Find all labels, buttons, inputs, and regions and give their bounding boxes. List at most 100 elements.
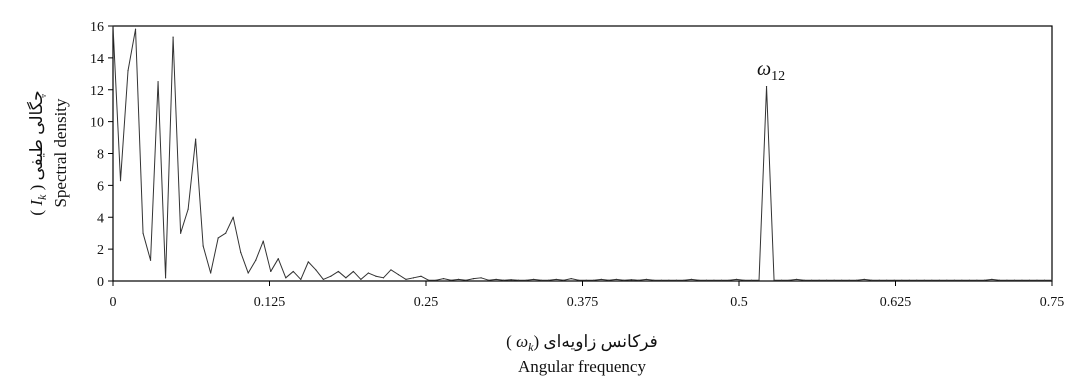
x-tick-label: 0.5	[730, 295, 748, 310]
data-point	[232, 216, 234, 218]
data-point	[187, 208, 189, 210]
data-point	[225, 232, 227, 234]
data-point	[961, 279, 963, 281]
data-point	[503, 279, 505, 281]
data-point	[157, 81, 159, 83]
x-tick-label: 0.25	[414, 295, 439, 310]
y-tick-label: 2	[97, 243, 104, 258]
y-tick-label: 6	[97, 179, 104, 194]
data-point	[172, 36, 174, 38]
data-point	[735, 278, 738, 281]
data-point	[540, 279, 542, 281]
data-point	[1028, 279, 1031, 281]
y-tick-label: 0	[97, 275, 104, 290]
y-axis-title-en: Spectral density	[51, 98, 70, 208]
data-point	[1006, 279, 1008, 281]
data-point	[818, 279, 820, 281]
data-point	[202, 245, 204, 247]
data-point	[397, 274, 400, 276]
data-point	[548, 279, 550, 281]
data-point	[360, 278, 362, 281]
y-axis-ticks: 0 2 4 6 8 10 12 14 16	[90, 20, 113, 290]
data-point	[998, 279, 1001, 281]
y-tick-label: 16	[90, 20, 104, 35]
data-point	[262, 240, 264, 242]
data-point	[901, 279, 903, 281]
data-point	[292, 270, 294, 273]
data-point	[1051, 279, 1053, 281]
y-tick-label: 8	[97, 148, 104, 163]
data-point	[878, 279, 880, 281]
x-tick-label: 0.625	[880, 295, 912, 310]
data-point	[285, 277, 287, 279]
data-point	[826, 279, 828, 281]
data-point	[480, 277, 482, 279]
data-point	[660, 279, 662, 281]
data-point	[780, 279, 783, 281]
data-point	[608, 279, 610, 281]
data-point	[518, 279, 520, 281]
data-point	[247, 272, 249, 274]
data-point	[457, 278, 460, 281]
x-axis-ticks: 0 0.125 0.25 0.375 0.5 0.625 0.75	[110, 281, 1064, 310]
data-point	[315, 269, 317, 271]
data-point	[863, 278, 865, 281]
data-point	[675, 279, 678, 281]
x-tick-label: 0	[110, 295, 117, 310]
data-point	[164, 277, 167, 279]
data-point	[593, 279, 595, 281]
x-axis-title-en: Angular frequency	[518, 357, 646, 376]
data-point	[1021, 279, 1023, 281]
data-point	[811, 279, 813, 281]
data-point	[968, 279, 970, 281]
data-point	[698, 279, 700, 281]
data-point	[630, 279, 632, 281]
data-point	[375, 275, 377, 277]
data-point	[983, 279, 985, 281]
data-point	[195, 138, 197, 140]
data-point	[600, 278, 602, 281]
data-point	[938, 279, 940, 281]
data-point	[720, 279, 723, 281]
peak-annotation: ω12	[757, 58, 785, 84]
data-point	[931, 279, 933, 281]
data-point	[435, 279, 437, 281]
data-point	[300, 278, 302, 281]
data-point	[841, 279, 843, 281]
data-point	[1043, 279, 1046, 281]
data-point	[330, 275, 332, 277]
y-axis-title-fa: ( Ik ) چگالی طیفی	[26, 90, 49, 215]
data-point	[488, 279, 490, 281]
y-axis-title: ( Ik ) چگالی طیفی Spectral density	[26, 90, 70, 215]
data-point	[149, 259, 152, 261]
data-point	[856, 279, 858, 281]
data-point	[578, 279, 580, 281]
data-point	[690, 278, 693, 281]
data-point	[683, 279, 685, 281]
data-point	[893, 279, 895, 281]
data-point	[442, 278, 445, 280]
data-point	[773, 279, 775, 281]
data-point	[217, 237, 219, 239]
data-point	[240, 251, 242, 253]
data-point	[848, 279, 850, 281]
data-point	[645, 278, 647, 281]
data-point	[119, 179, 122, 182]
data-point	[420, 275, 422, 277]
spectral-density-line	[112, 25, 1052, 281]
data-point	[1013, 279, 1016, 281]
data-point	[916, 279, 918, 281]
data-point	[886, 279, 888, 281]
data-point	[758, 279, 760, 281]
data-point	[533, 278, 535, 281]
data-point	[345, 277, 347, 279]
y-tick-label: 4	[97, 211, 104, 226]
data-point	[112, 25, 114, 27]
data-point	[713, 279, 715, 281]
data-point	[180, 232, 182, 234]
data-point	[908, 279, 910, 281]
data-point	[450, 279, 452, 281]
data-point	[134, 28, 137, 30]
data-point	[788, 279, 790, 281]
